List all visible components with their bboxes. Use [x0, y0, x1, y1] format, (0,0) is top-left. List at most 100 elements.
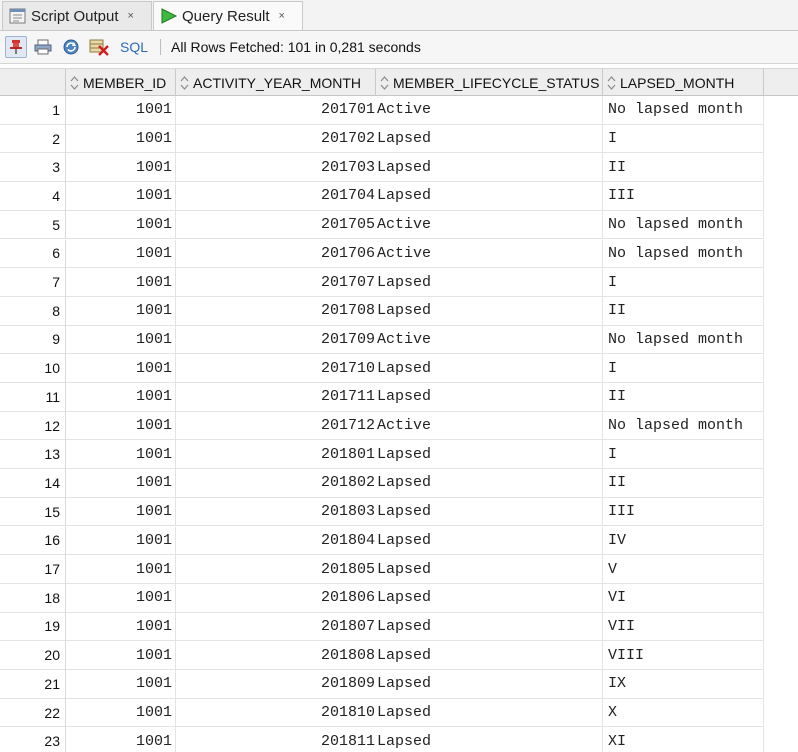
tab-query-result[interactable]: Query Result × [153, 1, 303, 30]
column-header-activity-year-month[interactable]: ACTIVITY_YEAR_MONTH [176, 69, 376, 96]
member-id-cell[interactable]: 1001 [66, 325, 176, 355]
member-lifecycle-status-cell[interactable]: Active [376, 210, 603, 240]
member-lifecycle-status-cell[interactable]: Lapsed [376, 583, 603, 613]
member-id-cell[interactable]: 1001 [66, 153, 176, 183]
member-id-cell[interactable]: 1001 [66, 670, 176, 699]
row-number-cell[interactable]: 22 [0, 698, 66, 728]
row-number-cell[interactable]: 2 [0, 124, 66, 154]
row-number-cell[interactable]: 7 [0, 268, 66, 297]
delete-rows-button[interactable] [88, 36, 110, 58]
table-row[interactable]: 8 1001 201708 Lapsed II [0, 296, 798, 326]
member-id-cell[interactable]: 1001 [66, 727, 176, 752]
table-row[interactable]: 4 1001 201704 Lapsed III [0, 182, 798, 211]
activity-year-month-cell[interactable]: 201808 [176, 641, 376, 670]
row-number-cell[interactable]: 19 [0, 612, 66, 642]
member-lifecycle-status-cell[interactable]: Lapsed [376, 670, 603, 699]
table-row[interactable]: 9 1001 201709 Active No lapsed month [0, 325, 798, 355]
table-row[interactable]: 18 1001 201806 Lapsed VI [0, 583, 798, 613]
member-id-cell[interactable]: 1001 [66, 182, 176, 211]
lapsed-month-cell[interactable]: III [603, 497, 764, 527]
lapsed-month-cell[interactable]: I [603, 354, 764, 383]
member-lifecycle-status-cell[interactable]: Active [376, 411, 603, 441]
member-lifecycle-status-cell[interactable]: Lapsed [376, 296, 603, 326]
member-id-cell[interactable]: 1001 [66, 383, 176, 412]
row-number-cell[interactable]: 16 [0, 526, 66, 556]
tab-script-output[interactable]: Script Output × [2, 1, 152, 30]
column-header-lapsed-month[interactable]: LAPSED_MONTH [603, 69, 764, 96]
column-header-member-id[interactable]: MEMBER_ID [66, 69, 176, 96]
activity-year-month-cell[interactable]: 201810 [176, 699, 376, 728]
row-number-cell[interactable]: 11 [0, 383, 66, 412]
member-id-cell[interactable]: 1001 [66, 583, 176, 613]
member-lifecycle-status-cell[interactable]: Active [376, 96, 603, 125]
activity-year-month-cell[interactable]: 201710 [176, 354, 376, 383]
activity-year-month-cell[interactable]: 201707 [176, 268, 376, 297]
member-lifecycle-status-cell[interactable]: Lapsed [376, 526, 603, 556]
row-number-cell[interactable]: 6 [0, 239, 66, 269]
column-header-member-lifecycle-status[interactable]: MEMBER_LIFECYCLE_STATUS [376, 69, 603, 96]
member-lifecycle-status-cell[interactable]: Active [376, 239, 603, 269]
row-number-cell[interactable]: 21 [0, 670, 66, 699]
table-row[interactable]: 12 1001 201712 Active No lapsed month [0, 411, 798, 441]
activity-year-month-cell[interactable]: 201801 [176, 440, 376, 470]
member-id-cell[interactable]: 1001 [66, 497, 176, 527]
lapsed-month-cell[interactable]: IX [603, 670, 764, 699]
row-number-cell[interactable]: 12 [0, 411, 66, 441]
lapsed-month-cell[interactable]: II [603, 383, 764, 412]
member-id-cell[interactable]: 1001 [66, 641, 176, 670]
lapsed-month-cell[interactable]: No lapsed month [603, 239, 764, 269]
member-id-cell[interactable]: 1001 [66, 96, 176, 125]
close-tab-script-output-button[interactable]: × [127, 10, 134, 22]
activity-year-month-cell[interactable]: 201811 [176, 727, 376, 752]
lapsed-month-cell[interactable]: II [603, 153, 764, 183]
row-number-cell[interactable]: 23 [0, 727, 66, 752]
activity-year-month-cell[interactable]: 201703 [176, 153, 376, 183]
activity-year-month-cell[interactable]: 201807 [176, 613, 376, 642]
table-row[interactable]: 6 1001 201706 Active No lapsed month [0, 239, 798, 269]
lapsed-month-cell[interactable]: I [603, 124, 764, 154]
member-id-cell[interactable]: 1001 [66, 440, 176, 470]
member-id-cell[interactable]: 1001 [66, 698, 176, 728]
lapsed-month-cell[interactable]: No lapsed month [603, 411, 764, 441]
close-tab-query-result-button[interactable]: × [278, 10, 285, 22]
lapsed-month-cell[interactable]: II [603, 469, 764, 498]
print-button[interactable] [32, 36, 54, 58]
lapsed-month-cell[interactable]: VI [603, 583, 764, 613]
member-lifecycle-status-cell[interactable]: Lapsed [376, 182, 603, 211]
member-lifecycle-status-cell[interactable]: Lapsed [376, 612, 603, 642]
member-id-cell[interactable]: 1001 [66, 124, 176, 154]
row-number-cell[interactable]: 18 [0, 583, 66, 613]
member-id-cell[interactable]: 1001 [66, 210, 176, 240]
activity-year-month-cell[interactable]: 201712 [176, 412, 376, 441]
member-lifecycle-status-cell[interactable]: Lapsed [376, 354, 603, 383]
member-lifecycle-status-cell[interactable]: Lapsed [376, 698, 603, 728]
member-lifecycle-status-cell[interactable]: Lapsed [376, 727, 603, 752]
lapsed-month-cell[interactable]: VIII [603, 641, 764, 670]
member-lifecycle-status-cell[interactable]: Lapsed [376, 124, 603, 154]
row-number-cell[interactable]: 1 [0, 96, 66, 125]
activity-year-month-cell[interactable]: 201711 [176, 383, 376, 412]
table-row[interactable]: 2 1001 201702 Lapsed I [0, 124, 798, 154]
activity-year-month-cell[interactable]: 201701 [176, 96, 376, 125]
row-number-cell[interactable]: 14 [0, 469, 66, 498]
member-lifecycle-status-cell[interactable]: Lapsed [376, 383, 603, 412]
member-id-cell[interactable]: 1001 [66, 239, 176, 269]
table-row[interactable]: 17 1001 201805 Lapsed V [0, 555, 798, 584]
row-number-cell[interactable]: 8 [0, 296, 66, 326]
table-row[interactable]: 1 1001 201701 Active No lapsed month [0, 96, 798, 125]
row-number-cell[interactable]: 4 [0, 182, 66, 211]
member-lifecycle-status-cell[interactable]: Active [376, 325, 603, 355]
member-lifecycle-status-cell[interactable]: Lapsed [376, 153, 603, 183]
table-row[interactable]: 19 1001 201807 Lapsed VII [0, 612, 798, 642]
lapsed-month-cell[interactable]: No lapsed month [603, 325, 764, 355]
activity-year-month-cell[interactable]: 201805 [176, 555, 376, 584]
lapsed-month-cell[interactable]: I [603, 440, 764, 470]
lapsed-month-cell[interactable]: IV [603, 526, 764, 556]
lapsed-month-cell[interactable]: I [603, 268, 764, 297]
lapsed-month-cell[interactable]: X [603, 698, 764, 728]
member-id-cell[interactable]: 1001 [66, 411, 176, 441]
activity-year-month-cell[interactable]: 201706 [176, 240, 376, 269]
sql-button[interactable]: SQL [120, 39, 149, 55]
row-number-cell[interactable]: 13 [0, 440, 66, 470]
activity-year-month-cell[interactable]: 201803 [176, 498, 376, 527]
